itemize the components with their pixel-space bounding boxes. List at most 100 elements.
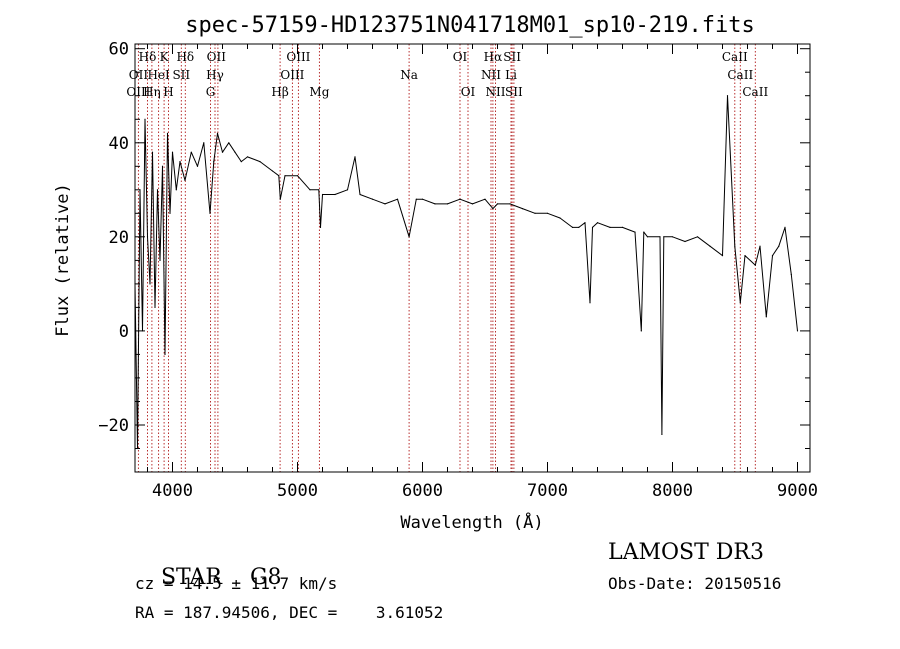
spectrum-point-41 [346,189,349,191]
spectrum-point-87 [759,245,761,247]
survey-name: LAMOST DR3 [608,540,764,565]
plot-frame [134,43,811,473]
spectrum-point-67 [596,222,599,224]
line-label-4: OIII [286,50,310,64]
spectrum-point-69 [621,226,624,228]
coordinates: RA = 187.94506, DEC = 3.61052 [135,603,444,622]
line-label-24: OI [461,85,476,99]
spectrum-point-45 [384,203,386,205]
spectrum-point-70 [634,231,636,233]
line-label-11: SII [172,68,190,82]
spectrum-point-16 [175,189,177,191]
spectrum-point-80 [709,245,711,247]
spectrum-point-84 [739,302,741,304]
spectrum-point-10 [159,259,161,261]
line-label-0: Hδ [139,50,157,64]
spectrum-point-68 [609,226,611,228]
spectrum-point-9 [156,189,159,191]
spectrum-point-13 [166,132,169,134]
spectrum-point-54 [484,198,486,200]
line-label-13: OIII [280,68,304,82]
spectrum-point-39 [321,193,324,196]
line-label-2: Hδ [176,50,194,64]
spectrum-point-48 [415,198,417,200]
spectrum-point-36 [309,189,311,191]
object-class-line: STAR G8 [133,540,282,615]
x-tick-label-1: 5000 [277,481,318,501]
spectrum-point-6 [149,283,151,285]
line-label-25: NII [486,85,506,99]
x-axis-label: Wavelength (Å) [400,511,543,533]
spectrum-point-78 [684,240,686,243]
spectrum-point-4 [144,118,146,120]
spectrum-point-77 [671,236,674,238]
line-label-16: Li [505,68,517,82]
spectrum-point-82 [726,95,729,97]
spectrum-point-53 [471,203,474,205]
spectrum-point-51 [446,203,449,205]
object-subclass: G8 [249,565,282,590]
spectrum-series-flux [134,95,798,449]
spectrum-point-57 [509,203,511,205]
line-label-8: CaII [722,50,748,64]
line-label-12: Hγ [206,68,224,82]
spectrum-point-76 [663,236,665,238]
spectrum-point-33 [279,198,281,200]
x-tick-label-2: 6000 [402,481,443,501]
line-label-19: Hη [143,85,161,99]
spectrum-point-26 [228,142,230,144]
spectrum-point-18 [184,179,186,181]
line-label-3: OII [207,50,227,64]
spectrum-point-50 [434,203,436,205]
spectrum-point-55 [492,208,494,210]
spectrum-point-66 [591,226,594,228]
redshift-velocity: cz = 14.5 ± 11.7 km/s [135,574,338,593]
spectrum-point-91 [784,226,786,228]
spectrum-point-31 [271,170,274,172]
spectrum-point-5 [146,236,149,238]
spectrum-point-63 [578,226,580,228]
spectrum-point-75 [661,433,663,435]
spectrum-point-44 [371,198,374,200]
spectrum-point-17 [179,161,181,163]
spectrum-point-49 [421,198,424,200]
spectrum-point-62 [571,226,574,228]
spectrum-point-20 [196,165,199,167]
spectrum-point-79 [696,236,699,238]
line-label-18: OIII [126,85,150,99]
spectrum-point-92 [790,273,792,276]
spectrum-point-71 [640,330,642,332]
spectrum-point-28 [240,161,242,163]
spectrum-point-60 [546,212,549,214]
spectrum-point-93 [796,330,799,332]
y-tick-label-1: 0 [119,322,129,342]
line-label-5: OI [453,50,468,64]
y-axis-label: Flux (relative) [53,183,73,337]
spectrum-point-8 [154,306,156,308]
spectrum-point-74 [659,236,661,238]
spectrum-point-43 [359,193,361,196]
spectrum-point-35 [296,175,299,177]
spectrum-point-90 [778,245,780,247]
spectrum-point-19 [190,151,192,153]
spectrum-point-59 [534,212,536,214]
spectrum-point-37 [318,189,320,191]
y-tick-label-2: 20 [109,228,129,248]
spectrum-point-30 [259,161,261,163]
y-tick-label-3: 40 [109,134,129,154]
spectrum-point-46 [396,198,399,200]
x-tick-label-3: 7000 [527,481,568,501]
line-label-21: G [206,85,216,99]
x-tick-label-4: 8000 [652,481,693,501]
line-label-10: HeI [147,68,170,82]
tick-layer: 4000 5000 6000 7000 8000 9000 −20 0 20 40 60 [98,40,818,501]
line-label-17: CaII [727,68,753,82]
line-label-15: NII [481,68,501,82]
y-tick-label-0: −20 [98,416,129,436]
spectrum-point-89 [771,255,774,257]
spectrum-point-27 [234,151,236,153]
spectrum-point-72 [643,231,645,233]
spectrum-point-42 [354,156,356,158]
spectrum-point-40 [334,193,336,196]
